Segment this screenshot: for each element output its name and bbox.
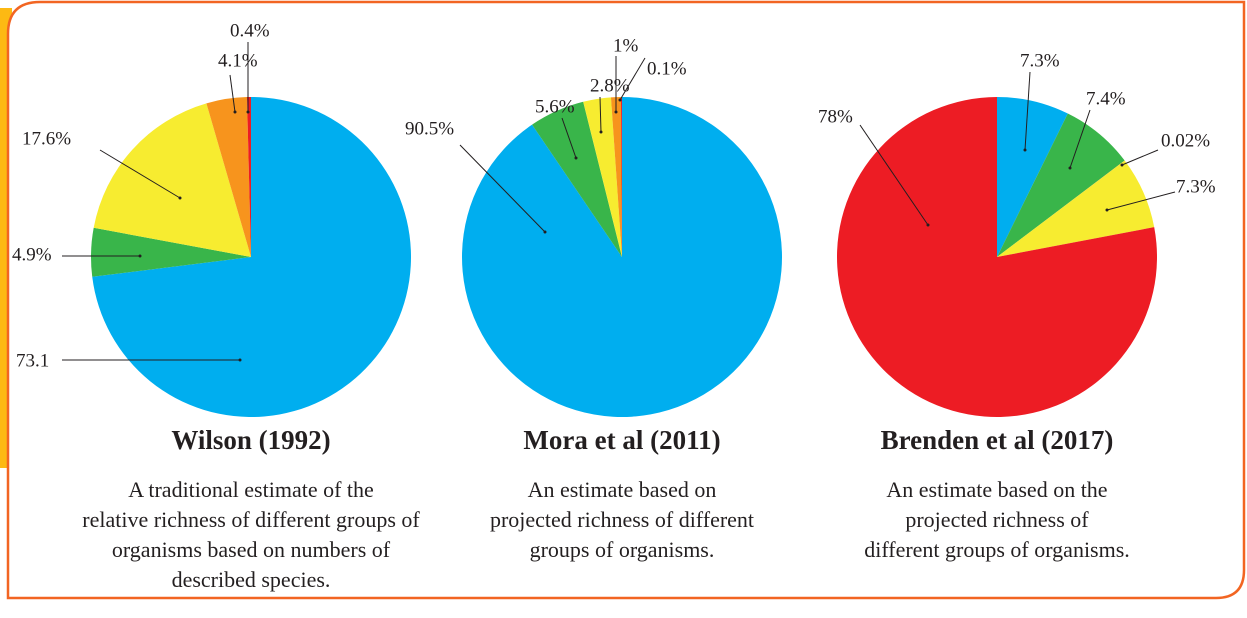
pie-slice [997, 160, 1155, 257]
pie-description: projected richness of different [490, 507, 754, 532]
pie-description: projected richness of [905, 507, 1089, 532]
value-label: 0.4% [230, 20, 270, 41]
pie-slice [91, 227, 251, 277]
pie-slice [997, 113, 1125, 257]
leader-line [1069, 109, 1091, 169]
value-label: 4.9% [12, 244, 52, 265]
leader-dot [1068, 166, 1072, 170]
leader-line [619, 57, 646, 101]
pie-description: groups of organisms. [530, 537, 715, 562]
pie-slice [583, 97, 622, 258]
value-label: 17.6% [22, 128, 71, 149]
value-label: 90.5% [405, 118, 454, 139]
pie-description: An estimate based on the [886, 477, 1107, 502]
leader-dot [233, 110, 237, 114]
pie-slice [997, 97, 1068, 257]
pie-title: Brenden et al (2017) [881, 425, 1114, 455]
pie-slice [206, 97, 251, 257]
value-label: 0.1% [647, 58, 687, 79]
value-label: 7.3% [1176, 176, 1216, 197]
value-label: 73.1 [16, 350, 49, 371]
pie-slice [620, 97, 622, 257]
pie-description: different groups of organisms. [864, 537, 1130, 562]
leader-dot [574, 156, 578, 160]
leader-dot [614, 110, 618, 114]
pie-slice [92, 97, 411, 417]
leader-line [1121, 149, 1159, 166]
value-label: 4.1% [218, 50, 258, 71]
leader-dot [178, 196, 182, 200]
value-label: 1% [613, 35, 639, 56]
leader-dot [1023, 148, 1027, 152]
leader-dot [1120, 163, 1124, 167]
leader-dot [1105, 208, 1109, 212]
value-label: 7.3% [1020, 50, 1060, 71]
pie-slice [610, 97, 622, 257]
value-label: 5.6% [535, 96, 575, 117]
pie-slice [837, 97, 1158, 417]
leader-line [99, 149, 181, 199]
pie-title: Wilson (1992) [171, 425, 330, 455]
pie-description: A traditional estimate of the [128, 477, 374, 502]
value-label: 78% [818, 106, 853, 127]
leader-line [459, 144, 546, 233]
pie-slice [532, 101, 622, 257]
pie-description: An estimate based on [528, 477, 717, 502]
leader-dot [138, 254, 142, 258]
leader-dot [543, 230, 547, 234]
leader-line [1024, 71, 1031, 151]
leader-line [229, 74, 236, 113]
leader-dot [599, 130, 603, 134]
leader-dot [246, 110, 250, 114]
pie-slice [246, 97, 251, 257]
leader-line [561, 117, 577, 159]
value-label: 2.8% [590, 75, 630, 96]
pie-slice [997, 160, 1125, 257]
pie-description: described species. [172, 567, 331, 592]
leader-line [599, 96, 602, 133]
pie-description: organisms based on numbers of [112, 537, 391, 562]
pie-title: Mora et al (2011) [523, 425, 720, 455]
leader-line [859, 124, 929, 226]
leader-dot [618, 98, 622, 102]
leader-dot [926, 223, 930, 227]
value-label: 7.4% [1086, 88, 1126, 109]
leader-dot [238, 358, 242, 362]
pie-description: relative richness of different groups of [82, 507, 420, 532]
leader-line [1106, 191, 1176, 211]
pie-slice [93, 103, 251, 257]
value-label: 0.02% [1161, 130, 1210, 151]
